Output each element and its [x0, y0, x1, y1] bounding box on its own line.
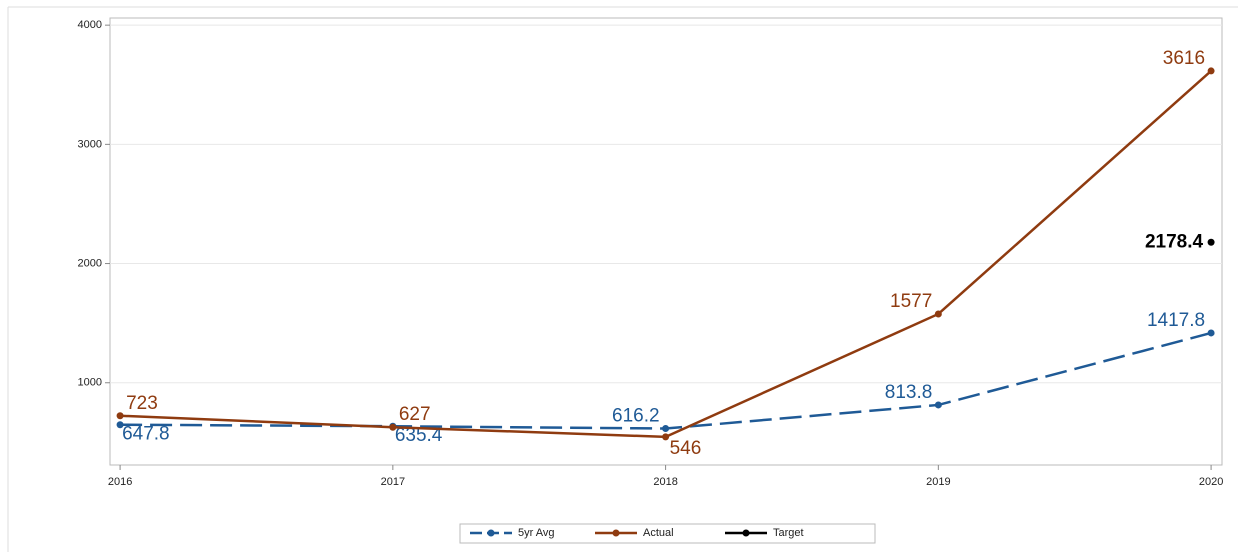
legend-label: Target — [773, 527, 804, 539]
legend-marker — [612, 529, 620, 537]
value-label: 3616 — [1163, 48, 1205, 69]
x-tick-label: 2018 — [653, 476, 677, 488]
point — [1207, 329, 1215, 337]
x-tick-label: 2016 — [108, 476, 132, 488]
value-label: 813.8 — [885, 382, 933, 403]
series-line — [120, 69, 1212, 439]
point — [389, 423, 397, 431]
legend-marker — [487, 529, 495, 537]
point — [662, 425, 670, 433]
value-label: 647.8 — [122, 424, 170, 445]
legend-box — [459, 523, 876, 544]
point — [1207, 67, 1215, 75]
point — [116, 412, 124, 420]
point — [1207, 238, 1215, 246]
value-label: 1417.8 — [1147, 310, 1205, 331]
point — [116, 421, 124, 429]
plot-frame — [109, 17, 1223, 466]
value-label: 627 — [399, 404, 431, 425]
point — [934, 310, 942, 318]
x-tick-label: 2019 — [926, 476, 950, 488]
x-tick-label: 2017 — [381, 476, 405, 488]
point — [662, 433, 670, 441]
point — [934, 401, 942, 409]
x-tick-label: 2020 — [1199, 476, 1223, 488]
value-label: 1577 — [890, 291, 932, 312]
y-tick-label: 1000 — [78, 377, 102, 389]
y-tick-label: 2000 — [78, 257, 102, 269]
series-line — [120, 331, 1212, 430]
value-label: 635.4 — [395, 425, 443, 446]
legend-marker — [742, 529, 750, 537]
value-label: 616.2 — [612, 406, 660, 427]
value-label: 546 — [670, 438, 702, 459]
value-label: 2178.4 — [1145, 231, 1204, 252]
y-tick-label: 3000 — [78, 138, 102, 150]
value-label: 723 — [126, 393, 158, 414]
y-tick-label: 4000 — [78, 19, 102, 31]
legend-label: 5yr Avg — [518, 527, 555, 539]
legend-label: Actual — [643, 527, 674, 539]
